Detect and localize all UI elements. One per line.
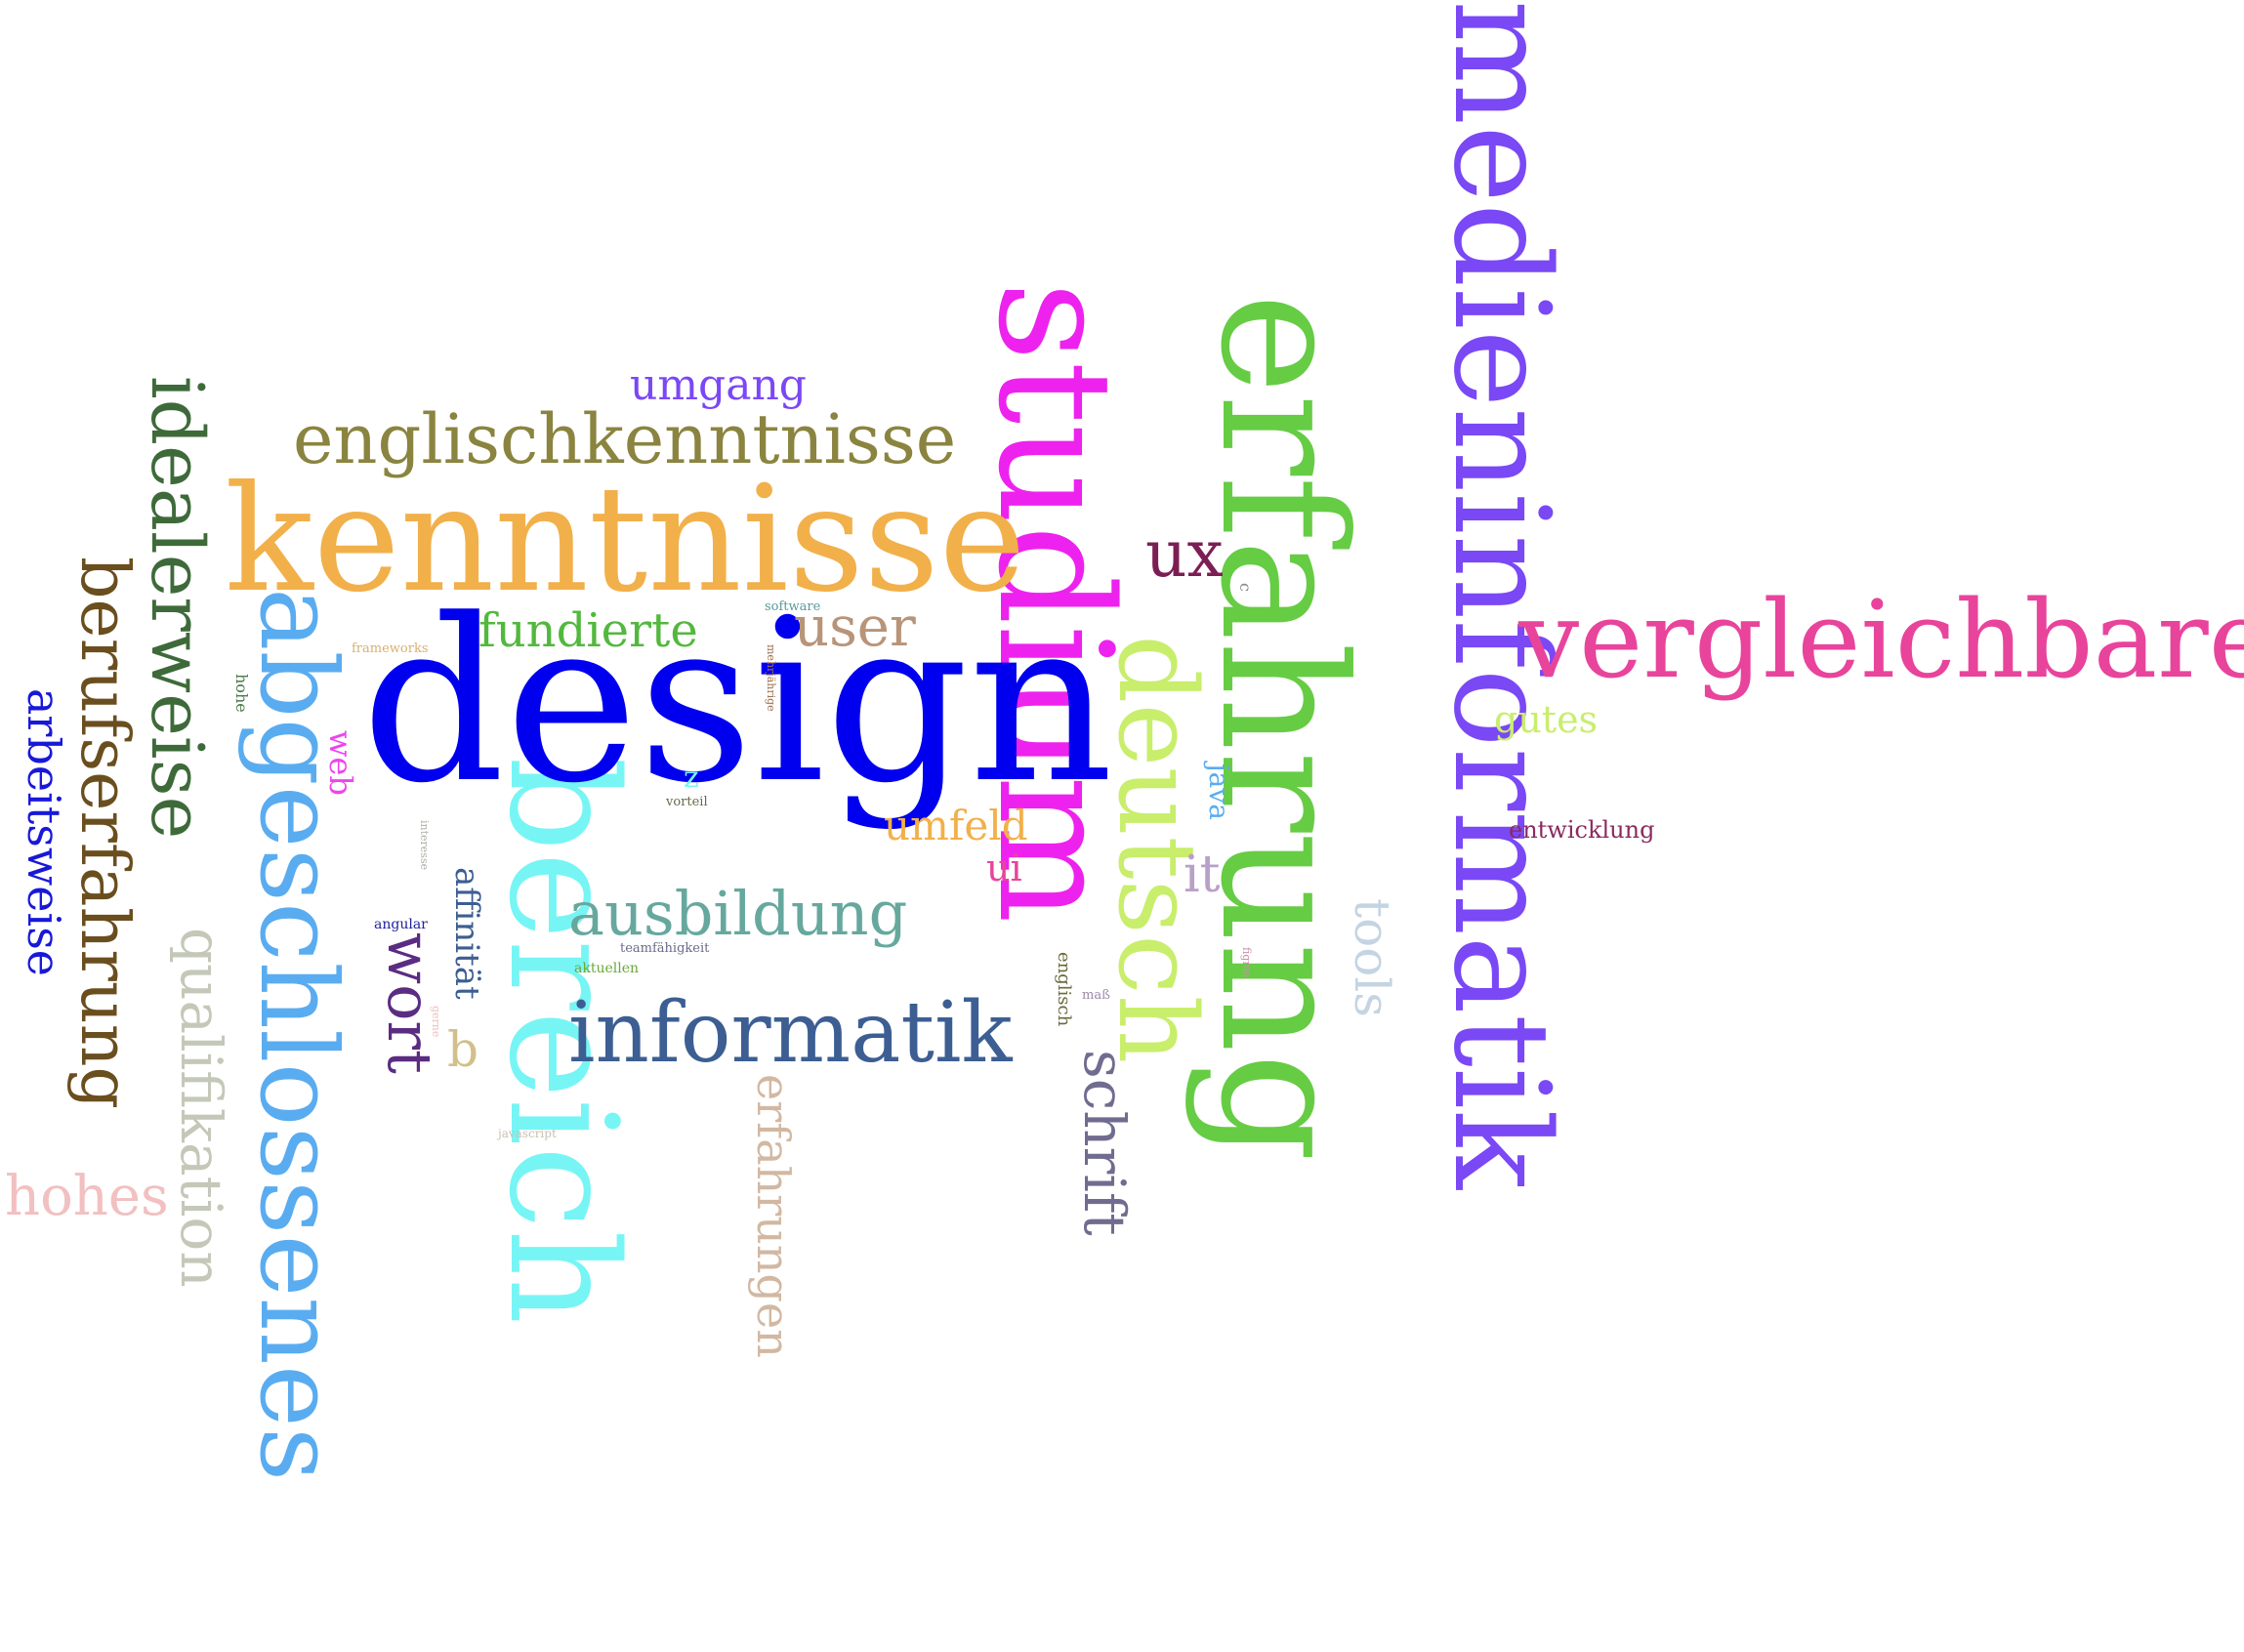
word-idealerweise: idealerweise xyxy=(135,376,219,840)
word-web: web xyxy=(322,730,359,796)
word-schrift: schrift xyxy=(1071,1050,1138,1236)
word-teamfaehigkeit: teamfähigkeit xyxy=(620,941,710,956)
word-berufserfahrung: berufserfahrung xyxy=(65,557,143,1110)
word-c: c xyxy=(1236,583,1255,592)
word-erfahrung: erfahrung xyxy=(1183,293,1381,1163)
word-tools: tools xyxy=(1344,898,1400,1017)
word-erfahrungen: erfahrungen xyxy=(747,1074,800,1358)
word-vorteil: vorteil xyxy=(666,795,708,809)
word-mehrjaehrige: mehrjährige xyxy=(765,644,777,712)
word-aktuellen: aktuellen xyxy=(574,961,640,976)
word-arbeitsweise: arbeitsweise xyxy=(18,688,70,977)
word-javascript: javascript xyxy=(498,1127,557,1140)
word-mass: maß xyxy=(1082,988,1110,1003)
word-entwicklung: entwicklung xyxy=(1509,816,1655,844)
word-java: java xyxy=(1203,764,1235,820)
word-software: software xyxy=(765,599,821,614)
word-user: user xyxy=(794,596,916,659)
word-informatik: informatik xyxy=(568,984,1013,1082)
word-kenntnisse: kenntnisse xyxy=(225,455,1026,625)
word-ui: ui xyxy=(986,847,1022,889)
word-abgeschlossenes: abgeschlossenes xyxy=(236,588,358,1482)
word-wort: wort xyxy=(374,932,445,1074)
word-umgang: umgang xyxy=(630,360,807,410)
word-englischkenntnisse: englischkenntnisse xyxy=(293,399,957,479)
word-hohes: hohes xyxy=(5,1165,169,1228)
word-gutes: gutes xyxy=(1494,698,1599,741)
word-design: design xyxy=(361,572,1114,833)
word-angular: angular xyxy=(374,917,428,932)
word-ausbildung: ausbildung xyxy=(568,878,908,949)
word-englisch: englisch xyxy=(1054,952,1074,1027)
word-affinitaet: affinität xyxy=(447,867,486,1000)
word-figma: figma xyxy=(1240,947,1253,978)
word-z: z xyxy=(684,761,699,795)
word-fundierte: fundierte xyxy=(478,603,698,658)
word-gerne: gerne xyxy=(430,1006,442,1038)
word-qualifikation: qualifikation xyxy=(168,928,234,1288)
word-it: it xyxy=(1184,846,1221,904)
word-interesse: interesse xyxy=(418,820,431,871)
word-b: b xyxy=(447,1021,479,1078)
word-ux: ux xyxy=(1145,516,1224,592)
word-vergleichbare: vergleichbare xyxy=(1518,577,2244,702)
word-hohe: hohe xyxy=(232,674,251,713)
word-umfeld: umfeld xyxy=(884,802,1028,849)
word-frameworks: frameworks xyxy=(352,641,429,656)
